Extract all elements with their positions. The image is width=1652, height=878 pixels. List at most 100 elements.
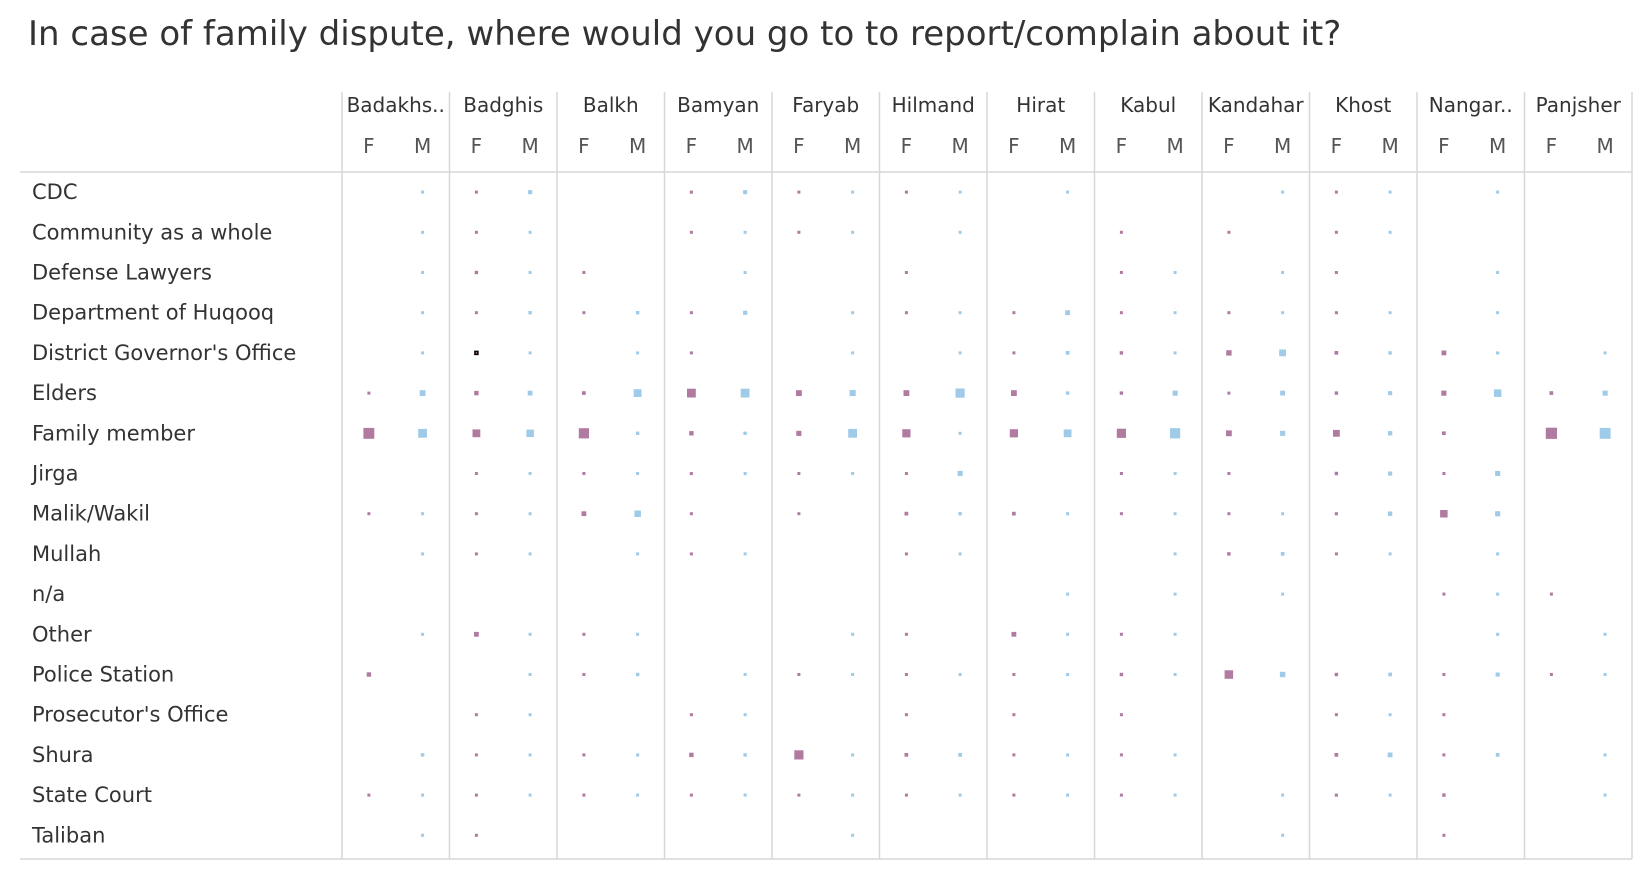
mark-shura-panjsher-m — [1603, 753, 1607, 757]
gender-header-m: M — [736, 134, 753, 158]
mark-elders-nangar-m — [1493, 389, 1502, 397]
mark-shura-hirat-m — [1066, 753, 1070, 757]
mark-defense-lawyers-khost-f — [1334, 271, 1338, 274]
mark-malik-wakil-balkh-f — [581, 511, 587, 517]
mark-taliban-badakhs-m — [421, 833, 425, 837]
mark-malik-wakil-nangar-f — [1440, 510, 1448, 518]
mark-n-a-nangar-f — [1442, 592, 1446, 596]
row-label-elders: Elders — [32, 381, 97, 405]
mark-shura-badghis-f — [474, 753, 478, 757]
mark-malik-wakil-badghis-m — [528, 512, 532, 516]
gender-header-m: M — [1274, 134, 1291, 158]
mark-prosecutor-s-office-khost-f — [1334, 713, 1338, 717]
mark-other-hirat-m — [1066, 632, 1070, 636]
mark-district-governor-s-office-kabul-m — [1173, 351, 1177, 355]
mark-elders-khost-m — [1388, 391, 1393, 396]
mark-other-balkh-m — [636, 632, 640, 636]
mark-department-of-huqooq-badakhs-m — [421, 311, 425, 315]
province-header-kandahar: Kandahar — [1208, 93, 1305, 117]
mark-family-member-khost-m — [1387, 431, 1393, 436]
row-label-n-a: n/a — [32, 582, 65, 606]
mark-shura-faryab-f — [794, 750, 804, 760]
mark-malik-wakil-kabul-f — [1119, 512, 1123, 516]
mark-police-station-nangar-f — [1442, 673, 1446, 676]
mark-community-as-a-whole-bamyan-m — [743, 230, 747, 234]
mark-cdc-khost-m — [1388, 190, 1392, 194]
mark-family-member-badghis-m — [526, 429, 534, 438]
mark-elders-kabul-m — [1172, 390, 1178, 396]
mark-elders-balkh-f — [582, 391, 586, 395]
gender-header-m: M — [1596, 134, 1613, 158]
mark-mullah-balkh-m — [636, 552, 640, 556]
mark-state-court-kabul-f — [1119, 793, 1123, 797]
gender-header-f: F — [1331, 134, 1343, 158]
province-header-hilmand: Hilmand — [892, 93, 975, 117]
mark-jirga-faryab-f — [797, 472, 801, 475]
row-label-shura: Shura — [32, 743, 93, 767]
mark-other-nangar-m — [1496, 632, 1500, 636]
mark-family-member-hilmand-f — [902, 429, 911, 438]
mark-jirga-hilmand-f — [904, 472, 908, 475]
mark-community-as-a-whole-kandahar-f — [1227, 230, 1231, 234]
mark-other-badakhs-m — [421, 632, 425, 636]
mark-police-station-khost-m — [1388, 672, 1392, 677]
mark-elders-badghis-f — [474, 390, 479, 396]
row-label-state-court: State Court — [32, 783, 152, 807]
mark-family-member-bamyan-f — [689, 431, 694, 436]
mark-state-court-hirat-m — [1066, 793, 1070, 797]
mark-cdc-khost-f — [1334, 190, 1338, 194]
mark-family-member-kandahar-m — [1280, 430, 1286, 436]
mark-police-station-hilmand-m — [958, 673, 962, 676]
province-header-badghis: Badghis — [463, 93, 543, 117]
mark-prosecutor-s-office-kabul-f — [1119, 713, 1123, 717]
mark-elders-bamyan-m — [740, 388, 750, 398]
mark-state-court-panjsher-m — [1603, 793, 1607, 797]
mark-jirga-khost-f — [1334, 471, 1339, 476]
mark-jirga-faryab-m — [851, 472, 855, 475]
row-label-defense-lawyers: Defense Lawyers — [32, 261, 212, 285]
mark-prosecutor-s-office-khost-m — [1388, 713, 1392, 717]
mark-jirga-hilmand-m — [957, 470, 963, 476]
mark-family-member-faryab-m — [848, 428, 857, 438]
mark-department-of-huqooq-bamyan-m — [743, 310, 748, 315]
mark-state-court-balkh-f — [582, 793, 586, 797]
mark-taliban-nangar-f — [1442, 833, 1446, 837]
mark-mullah-badghis-m — [528, 552, 532, 556]
row-label-family-member: Family member — [32, 421, 195, 445]
province-header-kabul: Kabul — [1120, 93, 1176, 117]
mark-department-of-huqooq-kandahar-f — [1227, 311, 1231, 315]
mark-cdc-hirat-m — [1066, 190, 1070, 194]
mark-prosecutor-s-office-badghis-f — [474, 713, 478, 717]
gender-header-f: F — [901, 134, 913, 158]
province-header-panjsher: Panjsher — [1536, 93, 1622, 117]
mark-state-court-badghis-f — [474, 793, 478, 797]
mark-family-member-hilmand-m — [958, 431, 962, 435]
gender-header-m: M — [1381, 134, 1398, 158]
mark-mullah-nangar-m — [1496, 552, 1500, 556]
mark-state-court-khost-f — [1334, 793, 1338, 797]
mark-defense-lawyers-bamyan-m — [743, 271, 747, 274]
mark-department-of-huqooq-badghis-f — [474, 311, 478, 315]
mark-cdc-hilmand-f — [904, 190, 908, 194]
mark-police-station-hirat-f — [1012, 673, 1016, 676]
mark-mullah-kandahar-f — [1227, 552, 1231, 556]
mark-family-member-faryab-f — [796, 430, 802, 436]
gender-header-f: F — [1008, 134, 1020, 158]
mark-police-station-badakhs-f — [366, 672, 372, 677]
mark-elders-hilmand-m — [955, 388, 965, 398]
mark-defense-lawyers-balkh-f — [582, 271, 586, 274]
mark-cdc-faryab-f — [797, 190, 801, 194]
mark-police-station-hilmand-f — [904, 673, 908, 676]
mark-police-station-nangar-m — [1495, 672, 1500, 677]
mark-police-station-faryab-f — [797, 673, 801, 676]
mark-state-court-faryab-f — [797, 793, 801, 797]
mark-other-badghis-f — [474, 631, 479, 637]
mark-elders-bamyan-f — [687, 388, 696, 398]
mark-other-hirat-f — [1011, 631, 1017, 637]
gender-header-f: F — [686, 134, 698, 158]
mark-department-of-huqooq-kabul-m — [1173, 311, 1177, 315]
mark-police-station-kabul-f — [1119, 672, 1124, 677]
mark-other-hilmand-f — [904, 632, 908, 636]
mark-department-of-huqooq-balkh-f — [582, 311, 586, 315]
gender-header-m: M — [844, 134, 861, 158]
